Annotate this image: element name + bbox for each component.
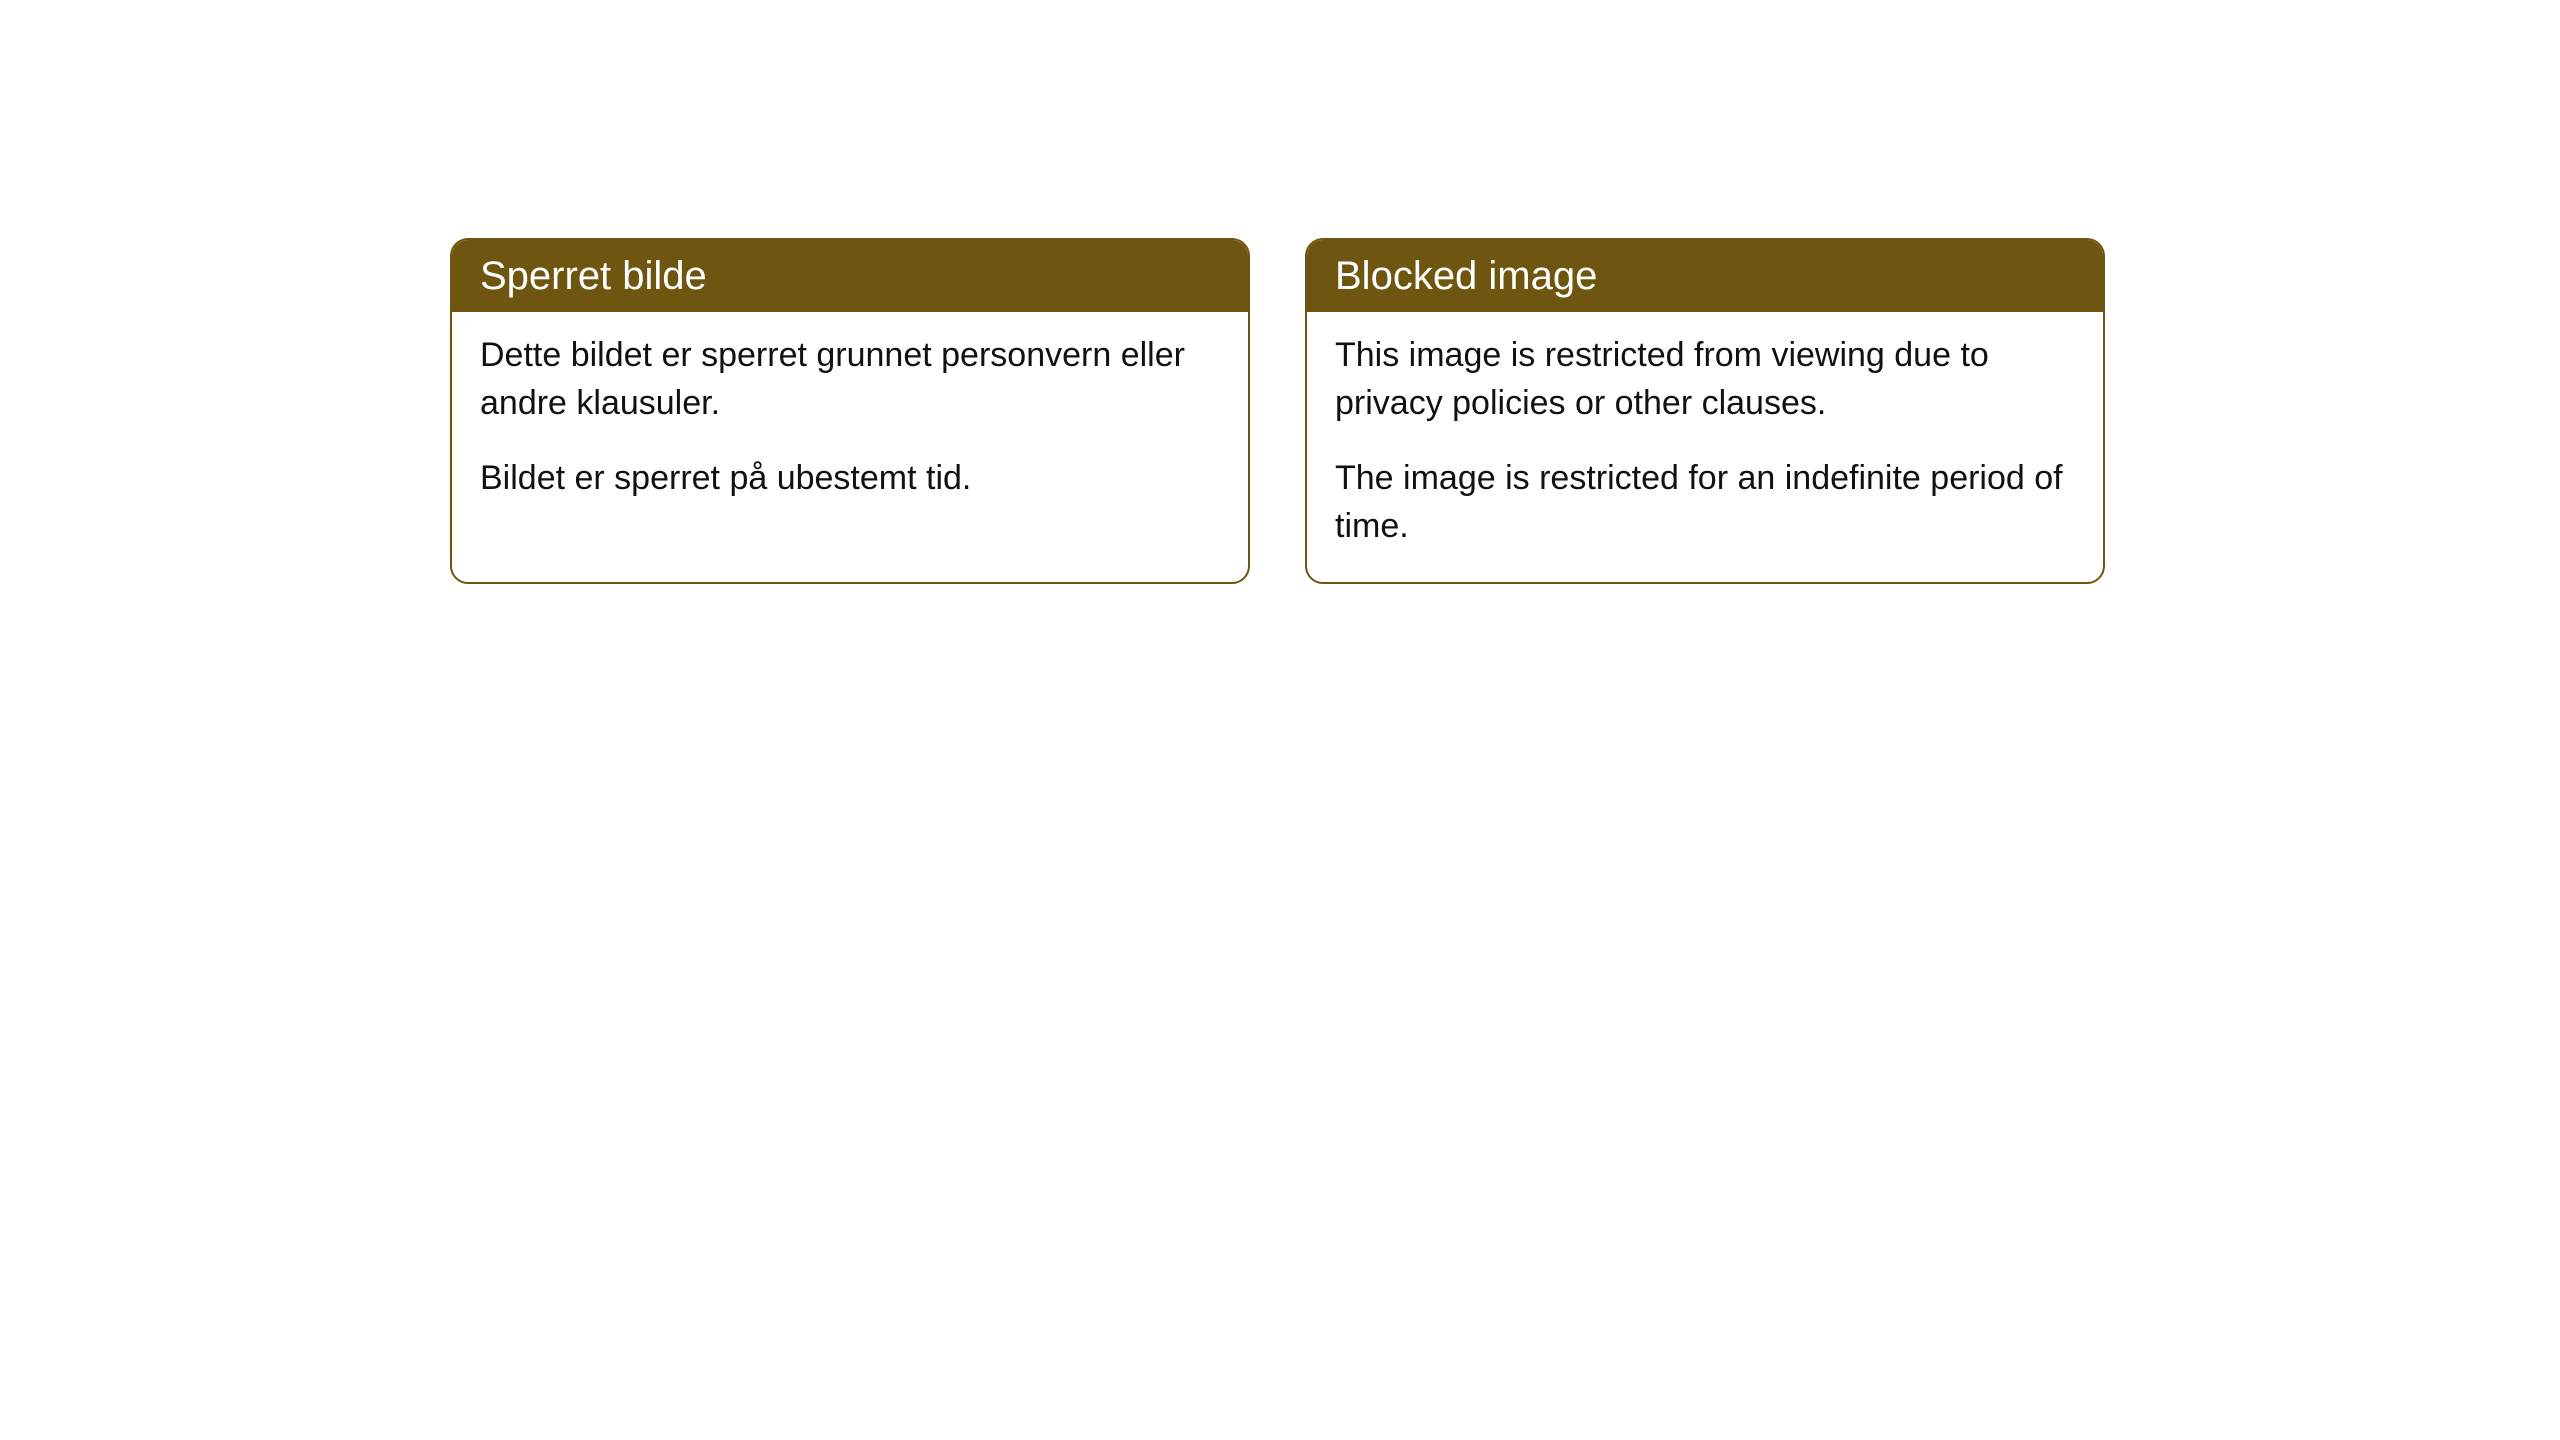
card-header-norwegian: Sperret bilde bbox=[452, 240, 1248, 312]
card-body-english: This image is restricted from viewing du… bbox=[1307, 312, 2103, 582]
card-paragraph: This image is restricted from viewing du… bbox=[1335, 332, 2075, 427]
cards-container: Sperret bilde Dette bildet er sperret gr… bbox=[450, 238, 2560, 584]
blocked-image-card-norwegian: Sperret bilde Dette bildet er sperret gr… bbox=[450, 238, 1250, 584]
card-body-norwegian: Dette bildet er sperret grunnet personve… bbox=[452, 312, 1248, 535]
card-paragraph: Bildet er sperret på ubestemt tid. bbox=[480, 455, 1220, 503]
card-paragraph: The image is restricted for an indefinit… bbox=[1335, 455, 2075, 550]
card-header-english: Blocked image bbox=[1307, 240, 2103, 312]
card-title: Sperret bilde bbox=[480, 254, 707, 298]
blocked-image-card-english: Blocked image This image is restricted f… bbox=[1305, 238, 2105, 584]
card-paragraph: Dette bildet er sperret grunnet personve… bbox=[480, 332, 1220, 427]
card-title: Blocked image bbox=[1335, 254, 1597, 298]
